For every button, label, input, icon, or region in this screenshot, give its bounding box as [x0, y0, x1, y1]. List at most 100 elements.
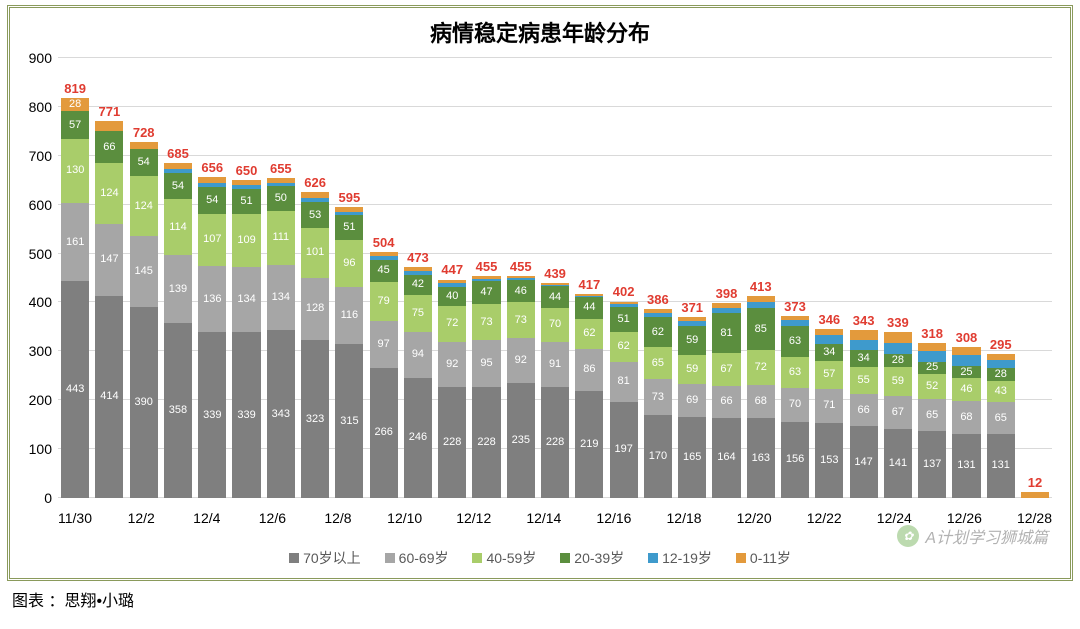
- chart-frame: 病情稳定病患年龄分布 0100200300400500600700800900 …: [7, 5, 1073, 581]
- total-label: 650: [236, 163, 258, 178]
- total-label: 308: [956, 330, 978, 345]
- stacked-bar: 163687285413: [747, 296, 775, 498]
- wechat-icon: ✿: [897, 525, 919, 547]
- total-label: 386: [647, 292, 669, 307]
- bar-segment: 164: [712, 418, 740, 498]
- bar-segment: 145: [130, 236, 158, 307]
- bar-segment: 71: [815, 389, 843, 424]
- bar-column: 3151169651595: [332, 207, 366, 498]
- bar-segment: 59: [678, 326, 706, 355]
- bar-segment: 156: [781, 422, 809, 498]
- bar-column: 12: [1018, 492, 1052, 498]
- stacked-bar: 131684625308: [952, 347, 980, 498]
- bar-segment: 92: [507, 338, 535, 383]
- stacked-bar: 35813911454685: [164, 163, 192, 498]
- stacked-bar: 4431611305728819: [61, 98, 89, 498]
- bar-column: 35813911454685: [161, 163, 195, 498]
- total-label: 373: [784, 299, 806, 314]
- total-label: 819: [64, 81, 86, 96]
- stacked-bar: 34313411150655: [267, 178, 295, 498]
- legend-item: 60-69岁: [385, 548, 449, 568]
- bar-segment: 73: [507, 302, 535, 338]
- bar-segment: 72: [438, 306, 466, 341]
- total-label: 455: [476, 259, 498, 274]
- bar-segment: 134: [232, 267, 260, 333]
- bar-column: 33913410951650: [229, 180, 263, 498]
- bar-segment: 147: [850, 426, 878, 498]
- bar-segment: [918, 343, 946, 352]
- bar-column: 131684625308: [949, 347, 983, 498]
- legend-item: 40-59岁: [472, 548, 536, 568]
- stacked-bar: 141675928339: [884, 332, 912, 498]
- total-label: 402: [613, 284, 635, 299]
- bar-segment: 246: [404, 378, 432, 498]
- total-label: 473: [407, 250, 429, 265]
- legend-swatch: [385, 553, 395, 563]
- legend-label: 70岁以上: [303, 548, 361, 568]
- bar-segment: 163: [747, 418, 775, 498]
- legend-swatch: [472, 553, 482, 563]
- total-label: 504: [373, 235, 395, 250]
- bar-segment: 228: [541, 387, 569, 498]
- bar-segment: [1021, 492, 1049, 498]
- y-tick-label: 800: [16, 99, 52, 115]
- stacked-bar: 156706363373: [781, 316, 809, 498]
- bar-segment: 59: [678, 355, 706, 384]
- bar-segment: 153: [815, 423, 843, 498]
- bar-segment: 54: [164, 173, 192, 199]
- x-tick-label: 12/4: [190, 510, 223, 526]
- total-label: 439: [544, 266, 566, 281]
- bar-segment: 25: [952, 366, 980, 378]
- bar-column: 163687285413: [744, 296, 778, 498]
- bar-column: 34313411150655: [264, 178, 298, 498]
- legend-label: 40-59岁: [486, 548, 536, 568]
- bar-segment: 339: [232, 332, 260, 498]
- bar-segment: 134: [267, 265, 295, 331]
- bar-segment: 65: [644, 347, 672, 379]
- bar-segment: [918, 351, 946, 361]
- stacked-bar: 165695959371: [678, 317, 706, 498]
- bar-segment: 116: [335, 287, 363, 344]
- total-label: 728: [133, 125, 155, 140]
- bar-segment: 81: [610, 362, 638, 402]
- bar-segment: 55: [850, 367, 878, 394]
- bar-segment: 50: [267, 186, 295, 210]
- bar-column: 246947542473: [401, 267, 435, 498]
- bar-segment: 137: [918, 431, 946, 498]
- bar-segment: 111: [267, 211, 295, 265]
- bar-segment: 97: [370, 321, 398, 368]
- bar-column: 131654328295: [984, 354, 1018, 498]
- x-tick-label: 12/18: [667, 510, 702, 526]
- total-label: 656: [201, 160, 223, 175]
- y-tick-label: 400: [16, 294, 52, 310]
- bar-segment: 62: [575, 319, 603, 349]
- bar-segment: 79: [370, 282, 398, 321]
- x-tick-label: 12/22: [807, 510, 842, 526]
- stacked-bar: 266977945504: [370, 252, 398, 498]
- bar-column: 153715734346: [812, 329, 846, 498]
- watermark-text: A计划学习狮城篇: [925, 524, 1048, 548]
- legend-item: 0-11岁: [736, 548, 791, 568]
- bar-segment: 443: [61, 281, 89, 498]
- stacked-bar: 170736562386: [644, 309, 672, 498]
- bar-segment: 51: [335, 215, 363, 240]
- total-label: 318: [921, 326, 943, 341]
- bar-segment: 75: [404, 295, 432, 332]
- bar-segment: [952, 355, 980, 366]
- stacked-bar: 33913410951650: [232, 180, 260, 498]
- bar-segment: 62: [644, 317, 672, 347]
- bar-segment: 28: [987, 368, 1015, 382]
- bar-segment: 141: [884, 429, 912, 498]
- bars-container: 4431611305728819414147124667713901451245…: [58, 58, 1052, 498]
- bar-segment: 131: [987, 434, 1015, 498]
- x-tick-label: 12/16: [596, 510, 631, 526]
- bar-column: 4431611305728819: [58, 98, 92, 498]
- legend-label: 60-69岁: [399, 548, 449, 568]
- legend-label: 0-11岁: [750, 548, 791, 568]
- legend-swatch: [560, 553, 570, 563]
- bar-segment: 62: [610, 332, 638, 362]
- bar-segment: 66: [850, 394, 878, 426]
- legend-swatch: [648, 553, 658, 563]
- bar-segment: 65: [987, 402, 1015, 434]
- total-label: 655: [270, 161, 292, 176]
